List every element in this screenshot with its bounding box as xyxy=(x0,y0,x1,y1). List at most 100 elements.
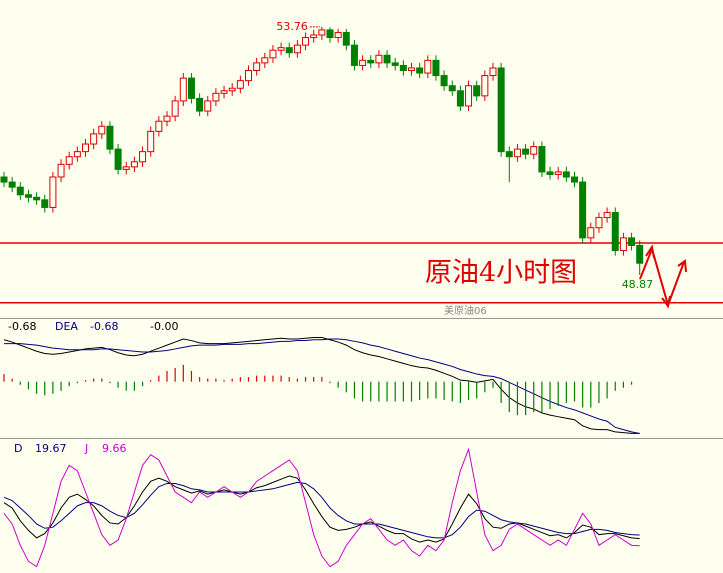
macd-bar xyxy=(84,380,87,382)
candle-body xyxy=(90,133,98,145)
candle-body xyxy=(187,77,195,99)
macd-bar xyxy=(93,378,95,382)
macd-bar xyxy=(109,381,111,384)
macd-bar xyxy=(573,381,576,402)
macd-bar xyxy=(590,381,592,408)
candle-body xyxy=(473,85,481,97)
macd-bar xyxy=(557,381,559,407)
macd-bar xyxy=(11,378,13,382)
arrow-head xyxy=(661,295,671,309)
macd-bar xyxy=(150,380,152,382)
macd-bar xyxy=(443,381,445,400)
candle-body xyxy=(546,171,554,175)
macd-bar xyxy=(231,378,233,382)
candle-body xyxy=(220,90,228,94)
candle-body xyxy=(269,49,277,59)
candle-body xyxy=(375,54,383,64)
candle-body xyxy=(179,77,187,102)
macd-bar xyxy=(492,381,494,388)
candle-body xyxy=(65,156,73,165)
macd-bar xyxy=(239,377,241,382)
candle-body xyxy=(57,163,65,178)
candle-body xyxy=(342,31,350,46)
j-name: J xyxy=(84,442,88,455)
macd-bar xyxy=(606,381,608,399)
macd-bar xyxy=(508,381,510,413)
macd-bar xyxy=(207,378,209,382)
macd-bar xyxy=(598,381,600,403)
macd-bar xyxy=(484,381,486,393)
candle-body xyxy=(554,171,562,175)
candle-body xyxy=(155,120,163,132)
candle-body xyxy=(285,47,293,54)
macd-bar xyxy=(190,371,193,382)
high-label: 53.76 xyxy=(276,20,308,33)
macd-bar xyxy=(133,381,135,391)
zigzag xyxy=(639,245,685,309)
candle-body xyxy=(41,199,49,208)
dea-value: -0.68 xyxy=(90,320,118,333)
candle-body xyxy=(448,85,456,92)
candle-body xyxy=(253,62,261,71)
macd-bar xyxy=(52,381,54,394)
macd-bar xyxy=(419,381,421,400)
macd-bar xyxy=(247,377,250,382)
macd-bar xyxy=(3,374,5,382)
candle-body xyxy=(212,92,220,102)
macd-bar xyxy=(321,377,323,382)
macd-bar xyxy=(223,380,225,382)
macd-bar xyxy=(353,381,356,399)
candle-body xyxy=(456,90,464,107)
macd-bar xyxy=(296,378,298,382)
candle-body xyxy=(408,67,415,71)
macd-bar xyxy=(101,378,103,382)
candle-body xyxy=(513,148,521,158)
macd-bar xyxy=(370,381,372,402)
kdj-line xyxy=(3,481,640,539)
macd-bar xyxy=(337,381,339,388)
macd-bar xyxy=(516,381,519,416)
macd-value: -0.00 xyxy=(150,320,178,333)
candle-body xyxy=(8,181,16,188)
candle-body xyxy=(228,87,236,92)
macd-bar xyxy=(435,381,437,399)
macd-bar xyxy=(158,375,160,382)
candle-body xyxy=(163,115,171,122)
macd-bar xyxy=(76,381,78,384)
candle-body xyxy=(277,47,285,51)
candle-body xyxy=(0,176,8,183)
macd-bar xyxy=(378,381,380,402)
j-value: 9.66 xyxy=(102,442,127,455)
macd-bar xyxy=(533,381,535,413)
candle-body xyxy=(481,75,489,97)
candle-body xyxy=(424,59,432,74)
zigzag-arrows xyxy=(639,244,687,309)
candle-body xyxy=(318,29,326,36)
macd-bar xyxy=(256,375,258,382)
d-value: 19.67 xyxy=(35,442,67,455)
candle-body xyxy=(595,217,603,229)
d-name: D xyxy=(14,442,22,455)
macd-bar xyxy=(402,381,404,402)
candle-body xyxy=(611,212,619,252)
candle-body xyxy=(440,75,448,87)
macd-bar xyxy=(272,375,274,382)
macd-bar xyxy=(141,381,144,387)
candle-body xyxy=(391,62,399,66)
candle-body xyxy=(245,69,252,82)
candle-body xyxy=(571,176,578,183)
macd-bar xyxy=(44,381,46,396)
candle-body xyxy=(619,237,627,252)
macd-bar xyxy=(304,377,307,382)
macd-bar xyxy=(565,381,567,403)
candle-body xyxy=(350,44,358,66)
candle-body xyxy=(562,171,570,178)
candle-body xyxy=(465,85,473,107)
candle-body xyxy=(293,44,301,54)
candle-body xyxy=(98,125,106,135)
dea-name: DEA xyxy=(55,320,78,333)
candle-body xyxy=(196,97,204,112)
macd-bar xyxy=(410,381,413,402)
